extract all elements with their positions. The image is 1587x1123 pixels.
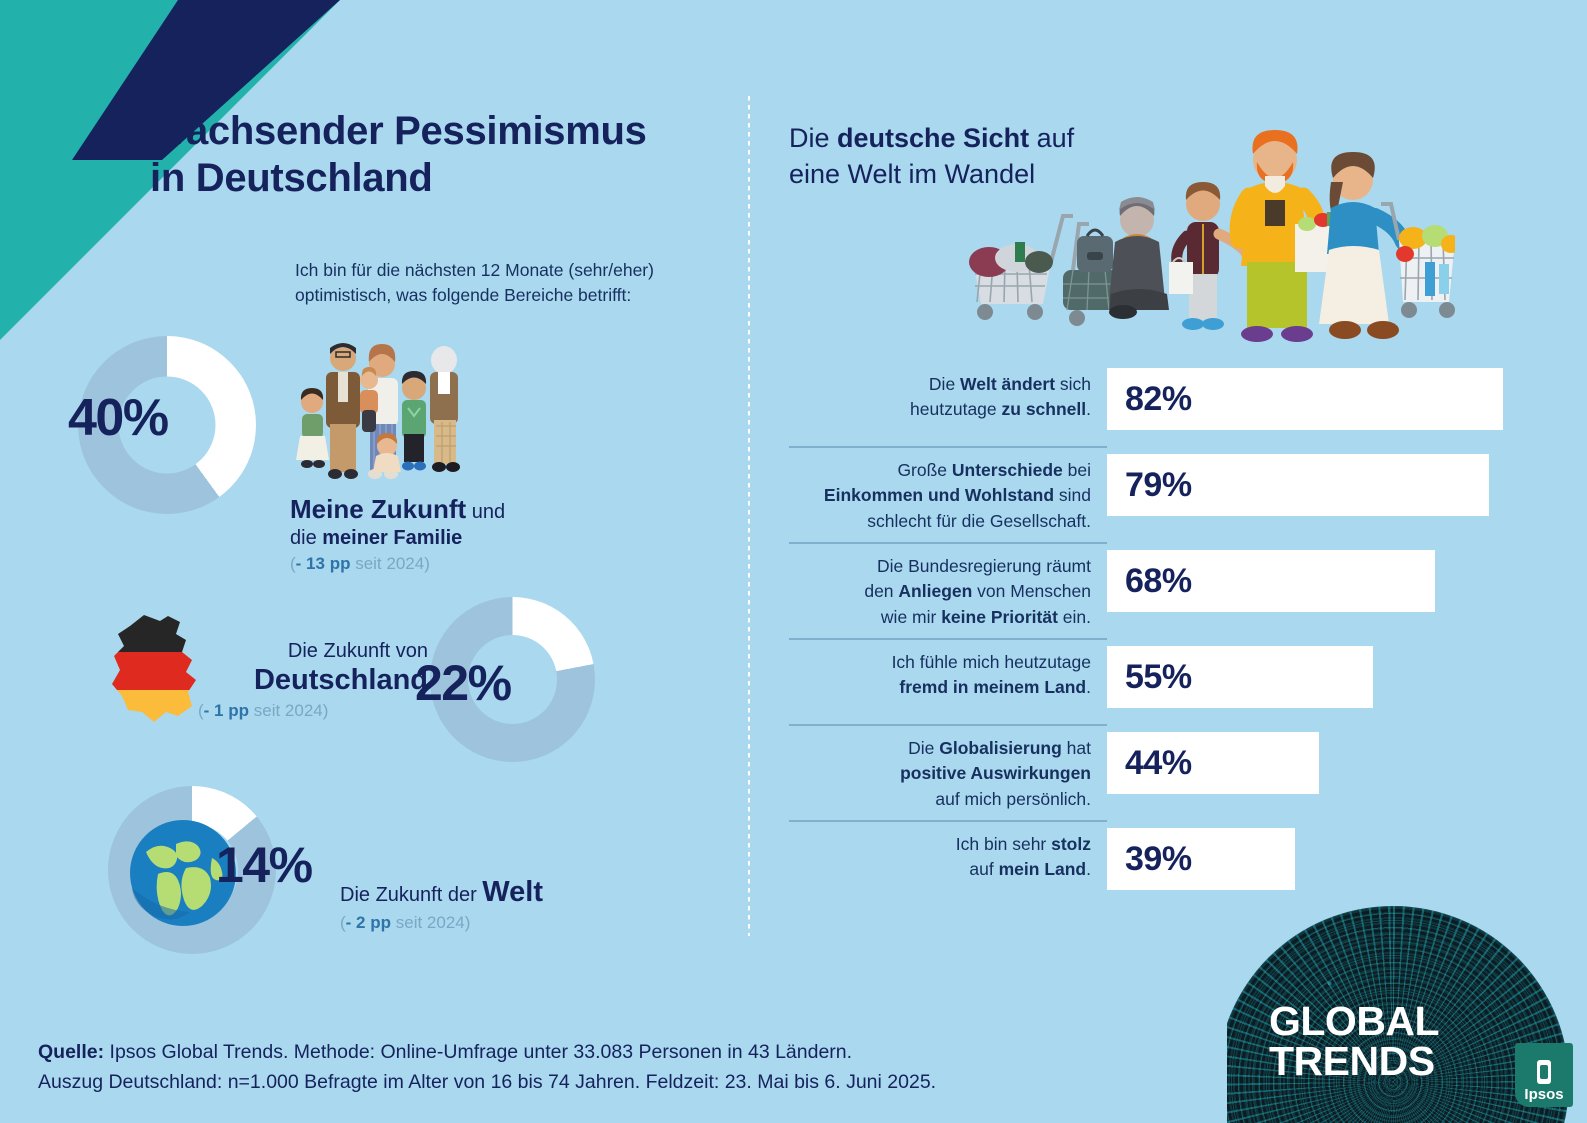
delta-future-germany: (- 1 pp seit 2024) (198, 701, 329, 720)
donut-value-future-world: 14% (216, 837, 313, 893)
label-future-family-bold: Meine Zukunft (290, 494, 467, 524)
section-title-german-view: Die deutsche Sicht auf eine Welt im Wand… (789, 120, 1189, 193)
section-title-bold: deutsche Sicht (837, 123, 1030, 153)
page-title: Wachsender Pessimismus in Deutschland (150, 108, 730, 202)
bar-fill: 68% (1107, 550, 1435, 612)
bar-value: 79% (1125, 465, 1192, 504)
source-line-1: Ipsos Global Trends. Methode: Online-Umf… (104, 1040, 853, 1063)
donut-chart-future-family (78, 336, 256, 514)
bar-value: 82% (1125, 379, 1192, 418)
bar-track: 79% (1107, 448, 1549, 516)
bar-label-stranger-own-country: Ich fühle mich heutzutage fremd in meinem… (891, 652, 1091, 698)
bar-label-world-changing: Die Welt ändert sich heutzutage zu schnel… (910, 374, 1091, 420)
family-illustration (296, 343, 460, 479)
logo-text: GLOBAL TRENDS (1269, 998, 1440, 1084)
bar-chart-german-view: Die Welt ändert sich heutzutage zu schnel… (789, 362, 1549, 902)
row-separator (789, 542, 1107, 544)
label-future-world-bold: Welt (482, 876, 543, 908)
bar-row: Die Globalisierung hat positive Auswirkun… (789, 726, 1549, 822)
page-title-line-1: Wachsender Pessimismus (150, 109, 647, 153)
row-separator (789, 638, 1107, 640)
delta-future-family: (- 13 pp seit 2024) (290, 554, 430, 573)
label-future-world: Die Zukunft der Welt (- 2 pp seit 2024) (340, 876, 630, 933)
label-future-germany: Die Zukunft von Deutschland (- 1 pp seit… (198, 640, 428, 721)
shopping-family-illustration (969, 130, 1455, 342)
ipsos-logo: Ipsos (1515, 1043, 1573, 1107)
delta-future-world: (- 2 pp seit 2024) (340, 913, 471, 932)
section-title-line-2: eine Welt im Wandel (789, 159, 1036, 190)
label-future-family-regular: und (466, 501, 506, 523)
source-label: Quelle: (38, 1040, 105, 1063)
bar-value: 55% (1125, 657, 1192, 696)
bar-fill: 39% (1107, 828, 1295, 890)
bar-fill: 82% (1107, 368, 1503, 430)
row-separator (789, 724, 1107, 726)
left-column: Wachsender Pessimismus in Deutschland (150, 108, 730, 202)
label-future-world-regular: Die Zukunft der (340, 884, 483, 906)
bar-row: Ich bin sehr stolz auf mein Land. 39% (789, 822, 1549, 902)
donut-ring (78, 336, 256, 514)
logo-text-line-1: GLOBAL (1269, 998, 1440, 1045)
logo-text-line-2: TRENDS (1269, 1037, 1435, 1084)
donut-chart-future-germany (430, 597, 595, 762)
page-title-line-2: in Deutschland (150, 156, 433, 201)
bar-track: 68% (1107, 544, 1549, 612)
section-title-suffix: auf (1029, 123, 1075, 153)
globe-icon (130, 820, 236, 926)
section-title-prefix: Die (789, 123, 838, 153)
label-future-germany-regular: Die Zukunft von (287, 640, 428, 662)
source-note: Quelle: Ipsos Global Trends. Methode: On… (38, 1037, 1138, 1097)
bar-fill: 79% (1107, 454, 1489, 516)
donut-value-future-germany: 22% (415, 655, 512, 711)
bar-value: 44% (1125, 743, 1192, 782)
ipsos-wordmark: Ipsos (1524, 1086, 1564, 1103)
bar-track: 44% (1107, 726, 1549, 794)
bar-row: Ich fühle mich heutzutage fremd in meinem… (789, 640, 1549, 726)
bar-value: 39% (1125, 839, 1192, 878)
bar-label-income-inequality: Große Unterschiede bei Einkommen und Wohl… (823, 460, 1091, 531)
bar-track: 82% (1107, 362, 1549, 430)
row-separator (789, 446, 1107, 448)
label-future-family-line2: die meiner Familie (290, 527, 463, 549)
bar-label-government-priority: Die Bundesregierung räumt den Anliegen vo… (864, 556, 1091, 627)
bar-track: 39% (1107, 822, 1549, 890)
donut-ring (430, 597, 595, 762)
bar-label-proud-of-country: Ich bin sehr stolz auf mein Land. (955, 834, 1091, 880)
bar-row: Die Bundesregierung räumt den Anliegen vo… (789, 544, 1549, 640)
bar-row: Große Unterschiede bei Einkommen und Wohl… (789, 448, 1549, 544)
column-divider (748, 96, 750, 936)
donut-value-future-family: 40% (68, 389, 169, 447)
label-future-germany-bold: Deutschland (253, 664, 428, 696)
bar-fill: 44% (1107, 732, 1319, 794)
source-line-2: Auszug Deutschland: n=1.000 Befragte im … (38, 1070, 937, 1093)
bar-fill: 55% (1107, 646, 1373, 708)
bar-label-globalisation-positive: Die Globalisierung hat positive Auswirkun… (900, 738, 1091, 809)
survey-question: Ich bin für die nächsten 12 Monate (sehr… (295, 260, 654, 305)
global-trends-logo: GLOBAL TRENDS Ipsos (1227, 898, 1587, 1123)
bar-track: 55% (1107, 640, 1549, 708)
bar-value: 68% (1125, 561, 1192, 600)
germany-map-flag-icon (112, 615, 196, 722)
globe-graphic (1227, 906, 1569, 1123)
label-future-family: Meine Zukunft und die meiner Familie (- … (290, 494, 620, 574)
bar-row: Die Welt ändert sich heutzutage zu schnel… (789, 362, 1549, 448)
ipsos-mark-icon (1537, 1060, 1551, 1084)
row-separator (789, 820, 1107, 822)
